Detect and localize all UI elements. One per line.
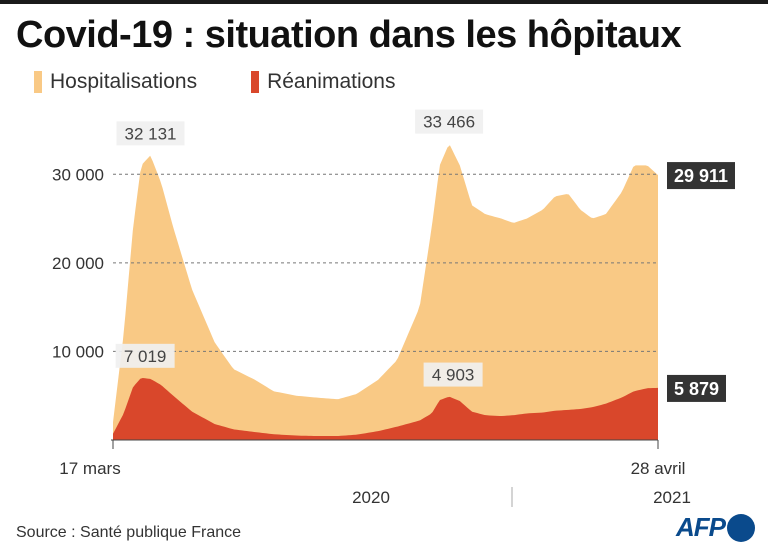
- year-label-2020: 2020: [352, 488, 390, 507]
- legend: Hospitalisations Réanimations: [34, 70, 395, 94]
- year-label-2021: 2021: [653, 488, 691, 507]
- legend-swatch-hospitalisations: [34, 71, 42, 93]
- afp-logo-text: AFP: [676, 512, 726, 542]
- y-tick-label: 30 000: [52, 165, 104, 184]
- value-label-reanimations: 5 879: [674, 379, 719, 399]
- peak-label-box: [116, 121, 185, 146]
- peak-label: 33 466: [423, 113, 475, 132]
- value-box-reanimations: [667, 374, 726, 402]
- legend-swatch-reanimations: [251, 71, 260, 93]
- chart-title: Covid-19 : situation dans les hôpitaux: [16, 14, 682, 56]
- value-label-hospitalisations: 29 911: [674, 166, 728, 186]
- legend-item-reanimations: Réanimations: [251, 70, 395, 94]
- legend-item-hospitalisations: Hospitalisations: [34, 70, 197, 94]
- peak-label: 4 903: [432, 366, 475, 385]
- source-note: Source : Santé publique France: [16, 524, 242, 541]
- y-tick-label: 10 000: [52, 342, 104, 361]
- peak-label-box: [423, 362, 483, 387]
- peak-label: 32 131: [124, 124, 176, 143]
- peak-label: 7 019: [124, 347, 167, 366]
- value-box-hospitalisations: [667, 162, 735, 190]
- series-area-hospitalisations: [113, 145, 658, 440]
- legend-label-reanimations: Réanimations: [267, 70, 396, 93]
- series-area-reanimations: [113, 378, 658, 440]
- afp-logo: AFP: [676, 512, 755, 543]
- x-start-label: 17 mars: [59, 459, 120, 478]
- legend-label-hospitalisations: Hospitalisations: [50, 70, 198, 93]
- x-end-label: 28 avril: [631, 459, 686, 478]
- top-rule: [0, 0, 768, 4]
- y-tick-label: 20 000: [52, 254, 104, 273]
- peak-label-box: [115, 343, 175, 368]
- peak-label-box: [415, 109, 484, 134]
- afp-logo-dot: [727, 513, 755, 542]
